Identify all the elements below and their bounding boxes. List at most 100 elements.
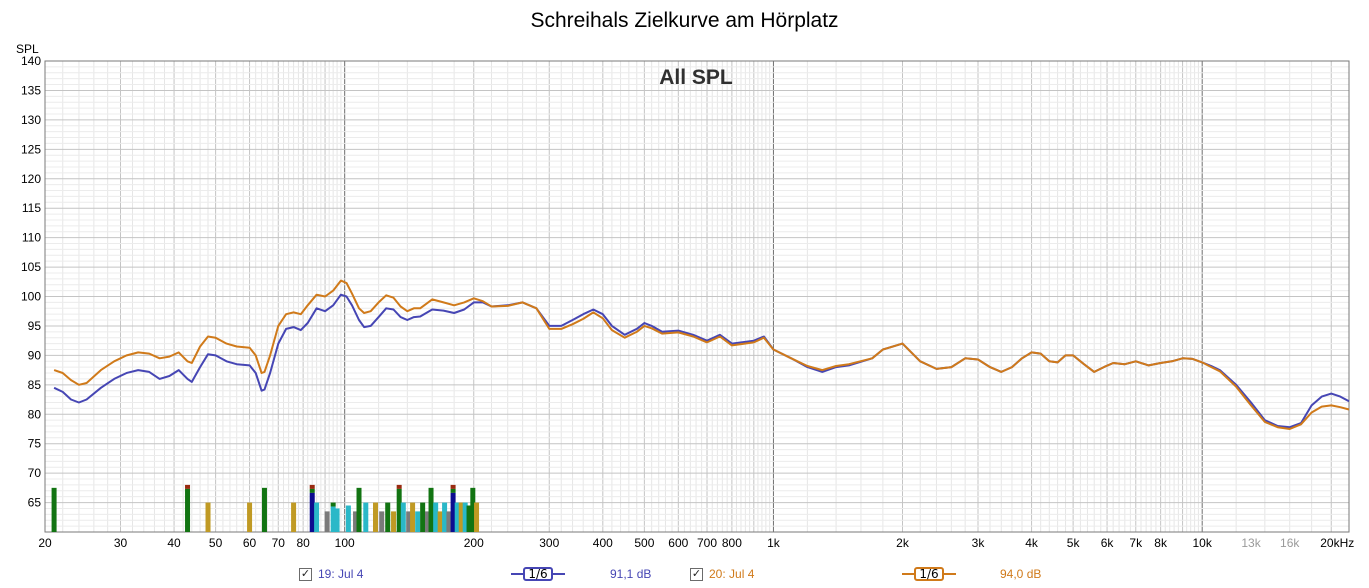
x-tick-label: 20kHz (1320, 536, 1354, 550)
y-tick-label: 100 (21, 290, 41, 304)
series-1-level: 91,1 dB (610, 567, 652, 581)
marker-bar-segment (330, 506, 336, 532)
x-tick-label: 40 (167, 536, 181, 550)
series-2-line-swatch-right (944, 573, 956, 575)
series-1-checkbox[interactable]: ✓ (299, 567, 312, 581)
marker-bar-segment (396, 484, 402, 489)
x-tick-label: 500 (634, 536, 654, 550)
series-2-smoothing-button[interactable]: 1/6 (902, 565, 956, 583)
marker-bar (345, 505, 351, 532)
x-tick-label: 10k (1193, 536, 1213, 550)
x-tick-label: 100 (335, 536, 355, 550)
x-tick-label: 400 (593, 536, 613, 550)
series-2-smoothing-label: 1/6 (914, 567, 944, 581)
marker-bar (466, 505, 472, 532)
series-1-smoothing-button[interactable]: 1/6 (511, 565, 565, 583)
x-tick-label: 2k (896, 536, 910, 550)
x-tick-label: 13k (1241, 536, 1261, 550)
y-tick-label: 120 (21, 172, 41, 186)
marker-bar (373, 502, 379, 532)
x-tick-label: 7k (1129, 536, 1143, 550)
x-tick-label: 20 (38, 536, 52, 550)
x-tick-label: 80 (296, 536, 310, 550)
marker-bar (406, 511, 412, 532)
y-tick-label: 95 (28, 319, 42, 333)
marker-bar (205, 502, 211, 532)
y-tick-label: 110 (22, 231, 41, 245)
marker-bar (314, 502, 320, 532)
marker-bar (353, 511, 359, 532)
marker-bar-segment (450, 484, 456, 489)
marker-bar (51, 487, 57, 532)
marker-bar (291, 502, 297, 532)
marker-bar (334, 508, 340, 532)
marker-bar (428, 487, 434, 532)
marker-bar (474, 502, 480, 532)
x-tick-label: 8k (1154, 536, 1168, 550)
marker-bar-segment (396, 488, 402, 532)
series-2-line-swatch (902, 573, 914, 575)
chart-title: Schreihals Zielkurve am Hörplatz (530, 9, 839, 32)
x-tick-label: 600 (668, 536, 688, 550)
y-tick-label: 105 (21, 260, 41, 274)
x-tick-label: 70 (272, 536, 286, 550)
marker-bar (446, 511, 452, 532)
series-2-name: 20: Jul 4 (709, 567, 755, 581)
marker-bar-segment (450, 492, 456, 532)
marker-bar (424, 511, 430, 532)
marker-bar (400, 502, 406, 532)
series-1-smoothing-label: 1/6 (523, 567, 553, 581)
marker-bar (261, 487, 267, 532)
marker-bar-segment (185, 488, 191, 532)
x-tick-label: 6k (1101, 536, 1115, 550)
marker-bar (379, 511, 385, 532)
legend-series-1[interactable]: ✓ 19: Jul 4 (299, 565, 363, 583)
y-tick-label: 140 (21, 54, 41, 68)
x-tick-label: 50 (209, 536, 223, 550)
x-tick-label: 200 (464, 536, 484, 550)
marker-bar (385, 502, 391, 532)
marker-bar-segment (309, 488, 315, 493)
x-tick-label: 300 (539, 536, 559, 550)
y-tick-label: 65 (28, 496, 42, 510)
y-tick-label: 125 (21, 142, 41, 156)
y-tick-label: 115 (22, 201, 41, 215)
marker-bar (410, 502, 416, 532)
x-tick-label: 800 (722, 536, 742, 550)
y-tick-label: 70 (28, 466, 42, 480)
y-tick-label: 85 (28, 378, 42, 392)
marker-bar (415, 511, 421, 532)
marker-bar (433, 502, 439, 532)
marker-bar (442, 502, 448, 532)
y-tick-label: 80 (28, 407, 42, 421)
spl-chart: 65 70 75 80 85 90 95 100 105 110 115 120 125 130 135 14… (16, 42, 1354, 550)
series-2-checkbox[interactable]: ✓ (690, 567, 703, 581)
series-1-line-swatch-right (553, 573, 565, 575)
plot-border (44, 60, 1350, 533)
x-tick-label: 5k (1067, 536, 1081, 550)
x-tick-label: 60 (243, 536, 257, 550)
marker-bar-segment (450, 488, 456, 493)
x-tick-label: 4k (1025, 536, 1039, 550)
marker-bar-segment (330, 502, 336, 507)
marker-bar (363, 502, 369, 532)
marker-bar (470, 487, 476, 532)
y-tick-label: 130 (21, 113, 41, 127)
marker-bar (437, 511, 443, 532)
marker-bar (247, 502, 253, 532)
y-tick-label: 90 (28, 348, 42, 362)
x-tick-label: 1k (767, 536, 781, 550)
marker-bar (420, 502, 426, 532)
marker-bar (458, 502, 464, 532)
marker-bar (391, 511, 397, 532)
legend-series-2[interactable]: ✓ 20: Jul 4 (690, 565, 754, 583)
x-tick-label: 30 (114, 536, 128, 550)
x-tick-label: 700 (697, 536, 717, 550)
plot-annotation: All SPL (659, 66, 733, 89)
series-1-line-swatch (511, 573, 523, 575)
series-2-level: 94,0 dB (1000, 567, 1042, 581)
marker-bar (356, 487, 362, 532)
y-axis-label: SPL (16, 42, 39, 56)
marker-bar-segment (185, 484, 191, 489)
series-1-name: 19: Jul 4 (318, 567, 364, 581)
